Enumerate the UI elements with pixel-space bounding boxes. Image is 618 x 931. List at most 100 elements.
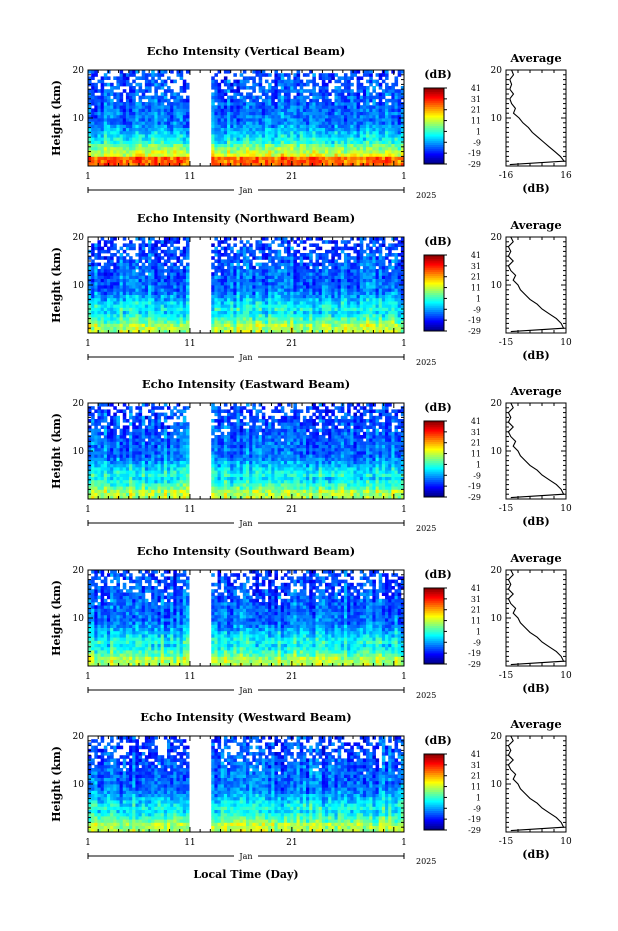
echo-cell	[151, 134, 155, 138]
echo-cell	[296, 153, 301, 157]
echo-cell	[116, 159, 120, 164]
echo-cell	[391, 82, 395, 87]
echo-cell	[230, 150, 234, 154]
echo-cell	[110, 92, 114, 96]
echo-cell	[334, 297, 339, 302]
echo-cell	[340, 285, 345, 289]
echo-cell	[233, 275, 237, 279]
echo-cell	[337, 150, 342, 154]
echo-cell	[321, 127, 326, 132]
echo-cell	[160, 265, 165, 270]
echo-cell	[91, 297, 95, 302]
echo-cell	[283, 124, 288, 128]
echo-cell	[154, 114, 158, 119]
echo-cell	[170, 256, 174, 260]
echo-cell	[325, 102, 329, 106]
echo-cell	[293, 253, 297, 257]
echo-cell	[296, 278, 301, 283]
echo-cell	[125, 76, 130, 80]
echo-cell	[397, 114, 402, 119]
echo-cell	[356, 272, 361, 276]
echo-cell	[167, 281, 171, 286]
echo-cell	[283, 153, 288, 157]
echo-cell	[125, 323, 130, 327]
echo-cell	[88, 281, 92, 286]
echo-cell	[277, 304, 282, 308]
colorbar-unit: (dB)	[424, 68, 451, 81]
echo-cell	[217, 243, 222, 247]
echo-cell	[385, 114, 389, 119]
echo-cell	[306, 262, 310, 267]
echo-cell	[135, 304, 139, 308]
echo-cell	[239, 156, 244, 160]
echo-cell	[261, 98, 266, 103]
echo-cell	[271, 150, 275, 154]
echo-cell	[337, 102, 342, 106]
echo-cell	[388, 159, 392, 164]
echo-cell	[179, 111, 184, 116]
echo-cell	[141, 240, 146, 244]
echo-cell	[394, 130, 399, 135]
echo-cell	[255, 146, 260, 151]
echo-cell	[362, 153, 367, 157]
echo-cell	[290, 153, 294, 157]
echo-cell	[306, 288, 310, 292]
echo-cell	[151, 130, 155, 135]
echo-cell	[88, 134, 92, 138]
echo-cell	[100, 237, 105, 241]
echo-cell	[359, 114, 364, 119]
echo-cell	[141, 243, 146, 247]
echo-cell	[119, 105, 124, 109]
echo-cell	[217, 70, 222, 74]
echo-cell	[125, 320, 130, 324]
echo-cell	[113, 102, 117, 106]
echo-cell	[122, 310, 127, 315]
echo-cell	[122, 259, 127, 263]
echo-cell	[350, 313, 354, 318]
echo-cell	[315, 108, 320, 112]
echo-cell	[220, 162, 225, 167]
echo-cell	[220, 278, 225, 283]
echo-cell	[283, 265, 288, 270]
echo-cell	[246, 240, 250, 244]
echo-cell	[375, 323, 380, 327]
echo-cell	[91, 143, 95, 148]
echo-cell	[163, 259, 168, 263]
echo-cell	[264, 102, 269, 106]
echo-cell	[366, 323, 370, 327]
echo-cell	[144, 134, 149, 138]
echo-cell	[337, 79, 342, 84]
echo-cell	[144, 86, 149, 90]
echo-cell	[252, 89, 256, 93]
echo-cell	[271, 265, 275, 270]
echo-cell	[88, 265, 92, 270]
echo-cell	[148, 105, 152, 109]
echo-cell	[119, 146, 124, 151]
echo-cell	[252, 124, 256, 128]
echo-cell	[293, 102, 297, 106]
echo-cell	[110, 278, 114, 283]
echo-cell	[230, 134, 234, 138]
echo-cell	[315, 92, 320, 96]
echo-cell	[397, 146, 402, 151]
echo-cell	[230, 140, 234, 144]
echo-cell	[299, 82, 304, 87]
echo-cell	[249, 118, 253, 122]
echo-cell	[334, 95, 339, 100]
echo-cell	[129, 329, 133, 334]
echo-cell	[148, 317, 152, 321]
echo-cell	[154, 98, 158, 103]
echo-cell	[176, 294, 181, 299]
echo-cell	[157, 114, 162, 119]
echo-cell	[391, 137, 395, 141]
echo-cell	[185, 246, 190, 251]
echo-cell	[353, 92, 357, 96]
echo-cell	[217, 320, 222, 324]
echo-cell	[185, 159, 190, 164]
echo-cell	[391, 127, 395, 132]
echo-cell	[340, 297, 345, 302]
echo-cell	[255, 262, 260, 267]
echo-cell	[296, 89, 301, 93]
echo-cell	[239, 137, 244, 141]
echo-cell	[375, 275, 380, 279]
